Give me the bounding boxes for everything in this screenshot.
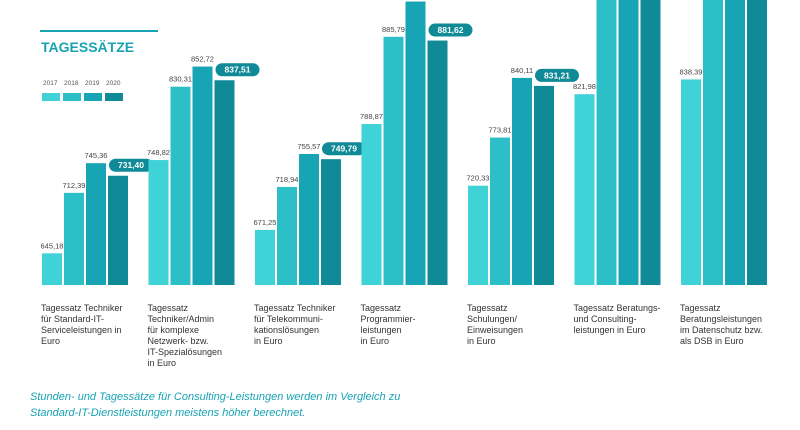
legend-label-2017: 2017: [43, 80, 58, 87]
value-label-3-2018: 718,94: [276, 175, 299, 184]
category-label-2-line-6: in Euro: [148, 358, 177, 368]
bar-7-2018: [703, 0, 723, 286]
bar-4-2018: [383, 36, 404, 285]
footnote-line-1: Stunden- und Tagessätze für Consulting-L…: [30, 391, 401, 403]
bar-7-2017: [681, 79, 701, 285]
value-label-5-2019: 840,11: [511, 66, 533, 75]
category-label-2-line-4: Netzwerk- bzw.: [148, 336, 209, 346]
category-label-3-line-1: Tagessatz Techniker: [254, 303, 335, 313]
category-label-1-line-1: Tagessatz Techniker: [41, 303, 122, 313]
category-label-7-line-3: im Datenschutz bzw.: [680, 325, 763, 335]
daily-rates-chart: TAGESSÄTZE 2017 2018 2019 2020 645,18 712,39 74…: [40, 0, 767, 368]
bar-7-2019: [725, 0, 745, 286]
bar-1-2020: [108, 175, 128, 285]
category-label-1-line-3: Serviceleistungen in: [41, 325, 122, 335]
value-badge-2: [215, 63, 260, 77]
value-label-2-2017: 748,82: [147, 148, 170, 157]
bar-2-2018: [170, 86, 191, 285]
category-label-3-line-4: in Euro: [254, 336, 283, 346]
value-label-2-2018: 830,31: [169, 75, 192, 84]
category-label-7-line-1: Tagessatz: [680, 303, 721, 313]
bar-7-2020: [747, 0, 767, 286]
value-badge-3: [322, 142, 366, 156]
category-label-4-line-2: Programmier-: [361, 314, 416, 324]
value-label-3-2020: 749,79: [331, 144, 357, 154]
category-label-6-line-2: und Consulting-: [574, 314, 637, 324]
bar-5-2020: [534, 85, 554, 285]
bar-5-2017: [468, 185, 488, 285]
category-label-6-line-3: leistungen in Euro: [574, 325, 646, 335]
value-label-1-2020: 731,40: [118, 160, 144, 170]
value-label-5-2017: 720,33: [467, 174, 490, 183]
value-label-3-2019: 755,57: [298, 142, 321, 151]
bar-1-2017: [42, 253, 62, 285]
bar-3-2018: [277, 186, 297, 285]
bar-5-2019: [512, 77, 532, 285]
value-badge-1: [109, 158, 153, 172]
category-label-7-line-2: Beratungsleistungen: [680, 314, 762, 324]
bar-6-2020: [640, 0, 661, 286]
value-label-1-2018: 712,39: [63, 181, 86, 190]
legend-swatch-2018: [63, 93, 81, 101]
value-label-5-2020: 831,21: [544, 70, 570, 80]
footnote-line-2: Standard-IT-Dienstleistungen meistens hö…: [30, 407, 306, 419]
value-label-1-2017: 645,18: [41, 241, 64, 250]
legend-swatch-2017: [42, 93, 60, 101]
value-label-4-2017: 788,87: [360, 112, 383, 121]
value-label-4-2020: 881,62: [438, 25, 464, 35]
category-label-2-line-5: IT-Spezialösungen: [148, 347, 223, 357]
category-label-7-line-4: als DSB in Euro: [680, 336, 744, 346]
legend-label-2019: 2019: [85, 80, 100, 87]
category-label-5-line-1: Tagessatz: [467, 303, 508, 313]
category-label-4-line-4: in Euro: [361, 336, 390, 346]
category-label-4-line-3: leistungen: [361, 325, 402, 335]
value-label-1-2019: 745,36: [85, 151, 108, 160]
value-label-2-2019: 852,72: [191, 55, 214, 64]
value-label-3-2017: 671,25: [254, 218, 277, 227]
value-label-4-2018: 885,79: [382, 25, 405, 34]
value-badge-5: [535, 68, 579, 82]
category-label-2-line-3: für komplexe: [148, 325, 200, 335]
bar-6-2019: [618, 0, 639, 285]
bar-2-2017: [148, 160, 169, 285]
category-label-3-line-2: für Telekommuni-: [254, 314, 323, 324]
legend-swatch-2020: [105, 93, 123, 101]
category-label-4-line-1: Tagessatz: [361, 303, 402, 313]
footnote: Stunden- und Tagessätze für Consulting-L…: [30, 389, 630, 421]
category-label-2-line-1: Tagessatz: [148, 303, 189, 313]
bar-3-2019: [299, 153, 319, 285]
bar-1-2019: [86, 163, 106, 285]
category-label-5-line-3: Einweisungen: [467, 325, 523, 335]
category-label-1-line-4: Euro: [41, 336, 60, 346]
bar-4-2017: [361, 124, 382, 285]
value-badge-4: [428, 23, 473, 37]
chart-title: TAGESSÄTZE: [41, 39, 134, 55]
bar-6-2018: [596, 0, 617, 286]
bar-4-2019: [405, 1, 426, 285]
legend-label-2018: 2018: [64, 80, 79, 87]
category-label-2-line-2: Techniker/Admin: [148, 314, 215, 324]
bar-6-2017: [574, 94, 595, 285]
bar-2-2019: [192, 66, 213, 285]
value-label-2-2020: 837,51: [225, 65, 251, 75]
bar-3-2020: [321, 159, 341, 285]
category-label-3-line-3: kationslösungen: [254, 325, 319, 335]
legend-swatch-2019: [84, 93, 102, 101]
category-label-1-line-2: für Standard-IT-: [41, 314, 104, 324]
bar-4-2020: [427, 40, 448, 286]
bar-3-2017: [255, 229, 275, 285]
category-label-5-line-2: Schulungen/: [467, 314, 518, 324]
bar-2-2020: [214, 80, 235, 285]
bar-5-2018: [490, 137, 510, 285]
category-label-6-line-1: Tagessatz Beratungs-: [574, 303, 661, 313]
category-label-5-line-4: in Euro: [467, 336, 496, 346]
value-label-5-2018: 773,81: [489, 126, 512, 135]
bar-1-2018: [64, 192, 84, 285]
value-label-7-2017: 838,39: [680, 67, 703, 76]
value-label-6-2017: 821,98: [573, 82, 596, 91]
legend-label-2020: 2020: [106, 80, 121, 87]
